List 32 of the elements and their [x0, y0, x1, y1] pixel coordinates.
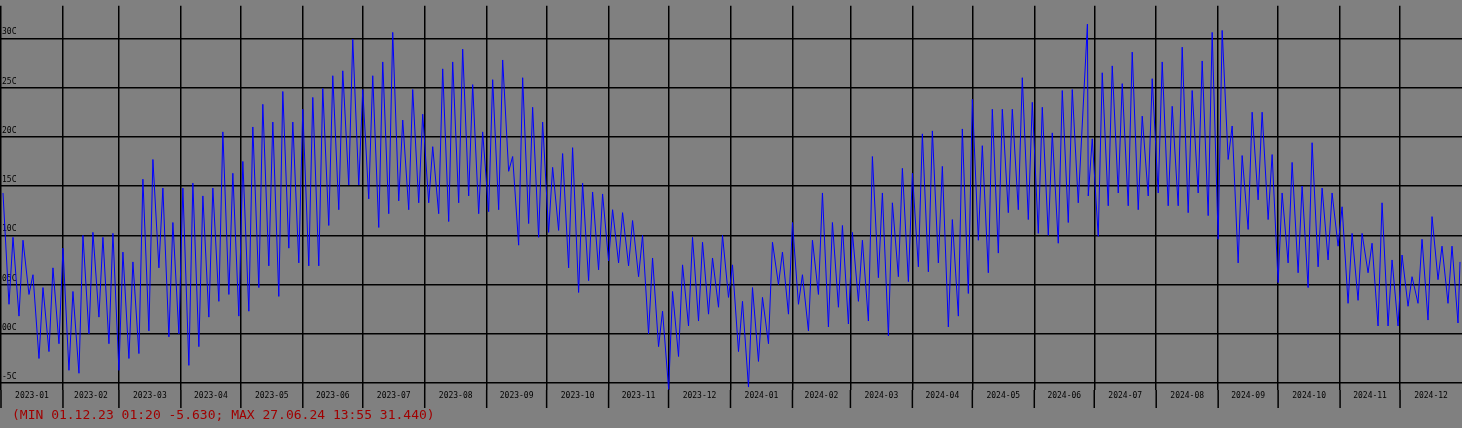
- x-tick-label: 2024-10: [1292, 390, 1327, 400]
- x-tick-label: 2023-09: [499, 390, 534, 400]
- x-tick-label: 2024-08: [1170, 390, 1205, 400]
- y-tick-label: 25C: [2, 76, 17, 86]
- x-tick-label: 2023-10: [560, 390, 595, 400]
- x-tick-label: 2024-11: [1353, 390, 1388, 400]
- x-tick-label: 2024-07: [1108, 390, 1143, 400]
- x-tick-label: 2024-12: [1414, 390, 1449, 400]
- x-tick-label: 2024-02: [804, 390, 839, 400]
- x-tick-label: 2023-05: [254, 390, 289, 400]
- text: (MIN 01.12.23 01:20 -5.630; MAX 27.06.24 13:55 31.440): [12, 407, 435, 423]
- x-tick-label: 2023-02: [74, 390, 108, 400]
- x-tick-label: 2023-07: [376, 390, 411, 400]
- x-tick-label: 2024-04: [925, 390, 960, 400]
- x-tick-label: 2024-05: [986, 390, 1021, 400]
- y-tick-label: 20C: [2, 125, 17, 135]
- y-tick-label: 10C: [2, 224, 17, 234]
- x-tick-label: 2024-03: [864, 390, 899, 400]
- x-tick-label: 2023-04: [194, 390, 228, 400]
- x-tick-label: 2023-12: [682, 390, 717, 400]
- x-tick-label: 2024-06: [1047, 390, 1082, 400]
- x-tick-label: 2024-01: [744, 390, 779, 400]
- y-tick-label: 30C: [2, 27, 17, 37]
- y-tick-label: -5C: [2, 372, 17, 382]
- x-tick-label: 2024-09: [1231, 390, 1266, 400]
- x-tick-label: 2023-08: [438, 390, 473, 400]
- x-tick-label: 2023-03: [133, 390, 167, 400]
- x-tick-label: 2023-01: [15, 390, 50, 400]
- x-tick-label: 2023-06: [315, 390, 350, 400]
- y-tick-label: 00C: [2, 322, 17, 332]
- x-tick-label: 2023-11: [621, 390, 656, 400]
- y-tick-label: 15C: [2, 175, 17, 185]
